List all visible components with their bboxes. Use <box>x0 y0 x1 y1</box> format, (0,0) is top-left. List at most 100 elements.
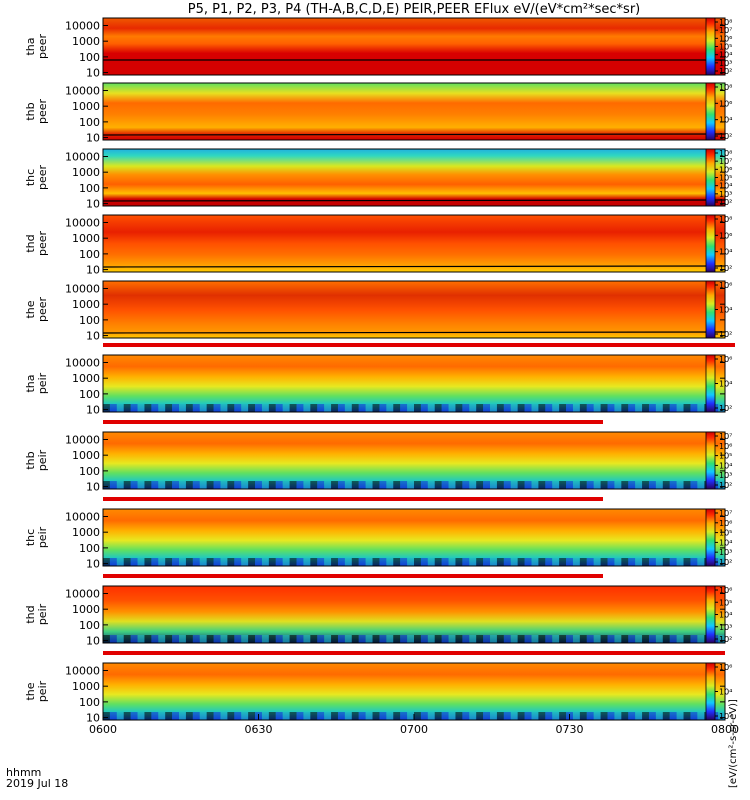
y-tick-label: 10 <box>86 712 100 725</box>
colorbar-tick-label: 10² <box>719 198 732 207</box>
noise-cell <box>109 404 117 412</box>
colorbar <box>705 280 716 339</box>
noise-cell <box>648 481 656 489</box>
noise-cell <box>123 635 131 643</box>
noise-cell <box>476 404 484 412</box>
panel-label-probe: thd <box>24 234 37 252</box>
noise-cell <box>510 558 518 566</box>
noise-cell <box>144 481 152 489</box>
noise-cell <box>683 635 691 643</box>
date-label: 2019 Jul 18 <box>6 777 69 790</box>
noise-cell <box>275 558 283 566</box>
colorbar-tick-label: 10⁶ <box>719 99 732 108</box>
panel-frame <box>102 214 726 273</box>
noise-cell <box>379 712 387 720</box>
colorbar-tick-label: 10⁸ <box>719 83 732 92</box>
noise-cell <box>337 635 345 643</box>
colorbar-tick-label: 10⁸ <box>719 18 732 27</box>
noise-cell <box>572 558 580 566</box>
noise-cell <box>552 712 560 720</box>
noise-cell <box>614 712 622 720</box>
noise-cell <box>234 635 242 643</box>
noise-cell <box>455 712 463 720</box>
y-tick-label: 100 <box>79 619 100 632</box>
noise-cell <box>358 404 366 412</box>
noise-cell <box>469 712 477 720</box>
panel-label-species: peer <box>36 99 49 125</box>
noise-cell <box>572 635 580 643</box>
coverage-bar <box>103 651 725 655</box>
colorbar <box>705 354 716 413</box>
noise-cell <box>351 635 359 643</box>
noise-cell <box>566 635 573 643</box>
noise-cell <box>172 712 180 720</box>
noise-cell <box>642 712 649 720</box>
noise-cell <box>524 404 532 412</box>
colorbar-tick-label: 10⁴ <box>719 380 732 389</box>
noise-cell <box>310 558 318 566</box>
noise-cell <box>586 558 594 566</box>
noise-cell <box>268 712 276 720</box>
panel-frame <box>102 17 726 76</box>
noise-cell <box>351 404 359 412</box>
noise-cell <box>469 481 477 489</box>
noise-cell <box>476 712 484 720</box>
colorbar-tick-label: 10² <box>719 712 732 721</box>
spectrogram-image <box>103 586 725 643</box>
noise-cell <box>455 635 463 643</box>
noise-cell <box>358 558 366 566</box>
noise-cell <box>496 481 504 489</box>
noise-cell <box>496 635 504 643</box>
noise-cell <box>282 404 290 412</box>
noise-cell <box>434 635 442 643</box>
colorbar-tick-label: 10⁵ <box>719 529 732 538</box>
noise-cell <box>628 635 636 643</box>
noise-cell <box>206 712 214 720</box>
noise-cell <box>151 635 159 643</box>
noise-cell <box>165 404 173 412</box>
noise-cell <box>434 481 442 489</box>
noise-cell <box>469 558 477 566</box>
noise-cell <box>648 635 656 643</box>
noise-cell <box>151 712 159 720</box>
noise-cell <box>172 481 180 489</box>
noise-cell <box>503 404 511 412</box>
noise-cell <box>400 635 408 643</box>
noise-cell <box>517 635 525 643</box>
noise-cell <box>185 712 193 720</box>
noise-cell <box>296 635 304 643</box>
noise-cell <box>538 404 546 412</box>
coverage-bar <box>103 574 603 578</box>
noise-cell <box>448 635 456 643</box>
noise-cell <box>303 404 311 412</box>
noise-cell <box>600 404 608 412</box>
noise-cell <box>441 712 449 720</box>
noise-cell <box>607 712 615 720</box>
noise-cell <box>718 712 725 720</box>
noise-cell <box>289 481 297 489</box>
noise-cell <box>199 558 207 566</box>
noise-cell <box>337 712 345 720</box>
noise-cell <box>490 481 497 489</box>
noise-cell <box>420 404 428 412</box>
noise-cell <box>386 712 394 720</box>
noise-cell <box>303 481 311 489</box>
colorbar-tick-label: 10⁴ <box>719 182 732 191</box>
noise-cell <box>344 712 352 720</box>
noise-cell <box>103 712 110 720</box>
noise-cell <box>248 712 256 720</box>
noise-cell <box>642 481 649 489</box>
noise-cell <box>545 558 553 566</box>
noise-cell <box>420 635 428 643</box>
y-tick-label: 1000 <box>72 298 100 311</box>
noise-cell <box>123 712 131 720</box>
noise-cell <box>179 558 186 566</box>
noise-cell <box>179 481 186 489</box>
noise-cell <box>462 635 470 643</box>
noise-cell <box>303 712 311 720</box>
noise-cell <box>517 712 525 720</box>
panel-label-species: peir <box>36 526 49 548</box>
noise-cell <box>213 712 221 720</box>
spectrogram-image <box>103 215 725 272</box>
